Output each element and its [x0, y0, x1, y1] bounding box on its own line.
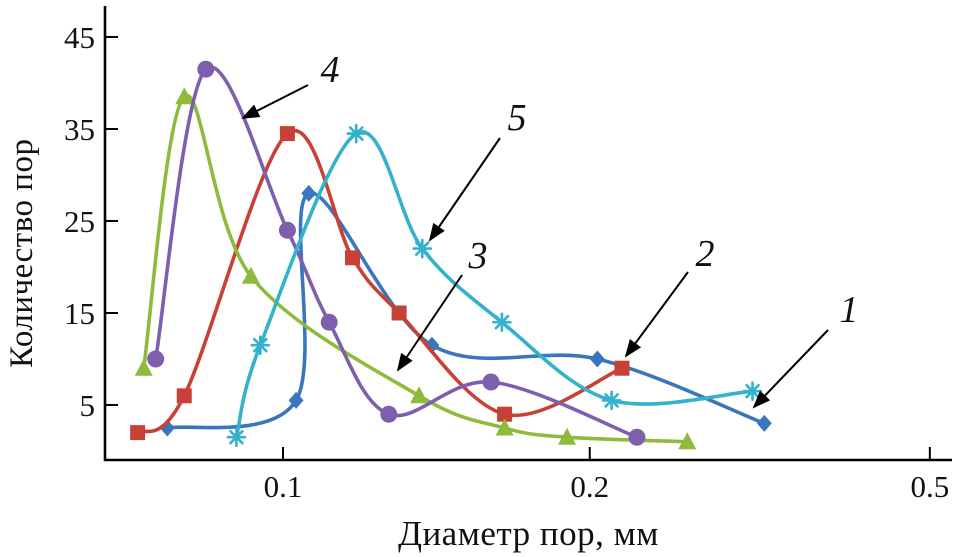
circle-marker-series-4: [197, 60, 215, 78]
asterisk-marker-series-5: [226, 427, 247, 448]
circle-marker-series-4: [147, 350, 165, 368]
triangle-marker-series-3: [241, 266, 260, 284]
x-tick-label: 0.2: [570, 469, 609, 504]
annotation-label-5: 5: [508, 97, 527, 139]
series-line-1: [165, 191, 767, 430]
axes: [103, 6, 952, 462]
asterisk-marker-series-5: [492, 312, 512, 333]
annotation-arrow-4: [241, 84, 309, 119]
triangle-marker-series-3: [678, 432, 697, 450]
annotation-label-2: 2: [696, 233, 715, 275]
asterisk-marker-series-5: [412, 238, 433, 259]
square-marker-series-2: [279, 126, 295, 142]
triangle-marker-series-3: [410, 386, 429, 404]
asterisk-marker-series-5: [742, 381, 763, 402]
circle-marker-series-4: [320, 313, 338, 331]
x-tick-label: 0.1: [264, 469, 303, 504]
circle-marker-series-4: [482, 373, 500, 391]
x-tick-label: 0.5: [910, 469, 949, 504]
x-axis-title: Диаметр пор, мм: [398, 514, 659, 553]
asterisk-marker-series-5: [601, 390, 622, 411]
y-tick-label: 5: [80, 388, 96, 423]
annotation-arrow-3: [396, 274, 463, 372]
circle-marker-series-4: [278, 221, 296, 239]
series-line-2: [135, 128, 624, 435]
y-tick-label: 35: [64, 112, 95, 147]
triangle-marker-series-3: [134, 358, 153, 376]
diamond-marker-series-1: [589, 350, 605, 368]
annotation-arrow-5: [428, 137, 501, 242]
square-marker-series-2: [176, 388, 192, 404]
annotation-label-3: 3: [468, 235, 488, 277]
triangle-marker-series-3: [175, 87, 194, 105]
asterisk-marker-series-5: [250, 335, 271, 356]
y-tick-label: 25: [64, 204, 95, 239]
series-line-3: [141, 93, 690, 444]
annotation-label-4: 4: [321, 49, 340, 91]
circle-marker-series-4: [628, 428, 646, 446]
triangle-marker-series-3: [558, 427, 577, 445]
y-tick-label: 15: [64, 296, 95, 331]
square-marker-series-2: [614, 360, 630, 376]
diamond-marker-series-1: [301, 184, 317, 202]
circle-marker-series-4: [380, 405, 398, 423]
asterisk-marker-series-5: [346, 123, 367, 144]
annotation-arrow-1: [752, 329, 829, 409]
y-axis-title: Количество пор: [4, 138, 40, 368]
triangle-marker-series-3: [495, 418, 514, 436]
square-marker-series-2: [391, 305, 407, 321]
series-line-5: [234, 130, 755, 439]
square-marker-series-2: [497, 406, 513, 422]
annotation-label-1: 1: [840, 289, 859, 331]
annotation-arrow-2: [624, 271, 689, 358]
diamond-marker-series-1: [756, 414, 772, 432]
diamond-marker-series-1: [288, 391, 304, 409]
square-marker-series-2: [344, 250, 360, 266]
square-marker-series-2: [130, 425, 146, 441]
y-tick-label: 45: [64, 20, 95, 55]
